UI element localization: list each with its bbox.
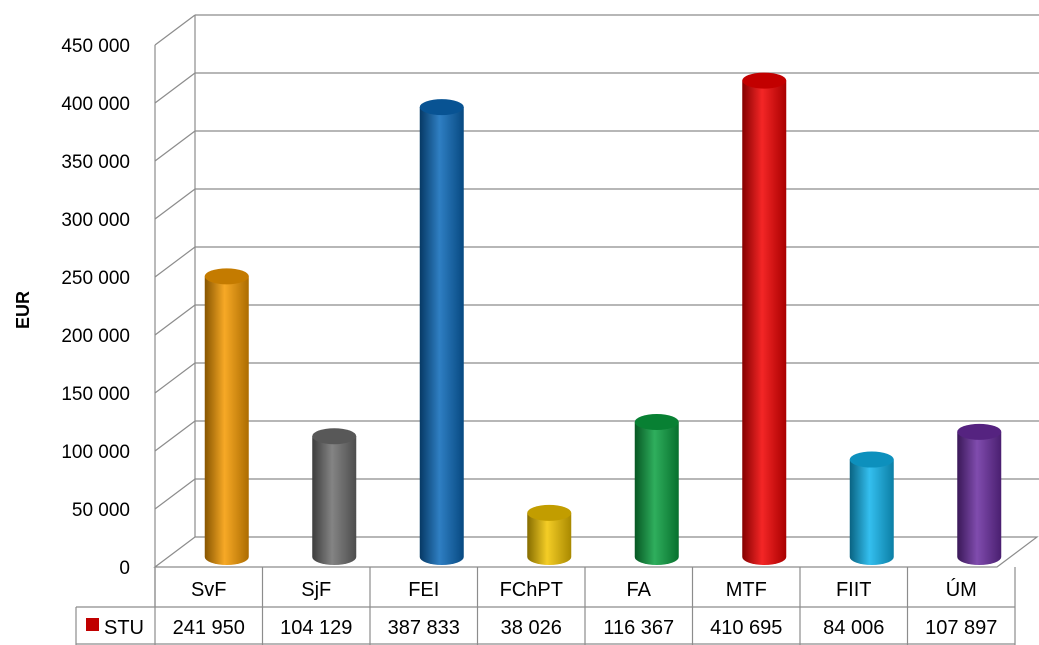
gridline-diagonal xyxy=(154,478,196,510)
y-tick-label: 100 000 xyxy=(61,442,130,463)
gridlines xyxy=(154,14,1039,510)
bar-top xyxy=(527,504,572,521)
gridline-diagonal xyxy=(154,246,196,278)
data-label: 410 695 xyxy=(710,617,782,639)
bar-top xyxy=(204,268,249,285)
gridline-diagonal xyxy=(154,188,196,220)
bars xyxy=(204,72,1002,566)
x-tick-label: FChPT xyxy=(500,579,563,601)
bar-FIIT xyxy=(849,451,894,565)
legend-series-name: STU xyxy=(104,617,144,639)
bar-top xyxy=(634,414,679,431)
data-label: 107 897 xyxy=(925,617,997,639)
legend-key xyxy=(86,618,99,631)
bar-ÚM xyxy=(957,423,1002,565)
y-tick-label: 0 xyxy=(119,558,130,579)
y-tick-label: 450 000 xyxy=(61,36,130,57)
data-label: 241 950 xyxy=(173,617,245,639)
x-tick-label: FEI xyxy=(408,579,439,601)
x-tick-label: ÚM xyxy=(946,578,977,601)
y-tick-label: 200 000 xyxy=(61,326,130,347)
floor xyxy=(153,536,1039,568)
y-axis-label: EUR xyxy=(13,291,33,329)
y-axis: 0 50 000 100 000 150 000 200 000 250 000 300 0… xyxy=(61,36,130,579)
bar-MTF xyxy=(742,72,787,565)
x-tick-label: MTF xyxy=(726,579,767,601)
data-label: 116 367 xyxy=(603,617,674,639)
gridline-diagonal xyxy=(154,72,196,104)
bar-body xyxy=(634,422,679,565)
gridline-diagonal xyxy=(154,362,196,394)
y-tick-label: 150 000 xyxy=(61,384,130,405)
gridline-diagonal xyxy=(154,304,196,336)
x-tick-label: FIIT xyxy=(836,579,872,601)
bar-body xyxy=(204,276,249,565)
bar-FA xyxy=(634,414,679,565)
bar-SvF xyxy=(204,268,249,565)
bar-body xyxy=(742,80,787,565)
data-table: STU SvF 241 950 SjF 104 129 FEI 387 833 FChPT 38… xyxy=(75,567,1016,645)
bar-top xyxy=(419,99,464,116)
gridline-diagonal xyxy=(154,14,196,46)
bar-top xyxy=(742,72,787,89)
gridline-diagonal xyxy=(154,420,196,452)
y-tick-label: 50 000 xyxy=(72,500,130,521)
x-tick-label: SvF xyxy=(191,579,227,601)
bar-top xyxy=(957,423,1002,440)
gridline-diagonal xyxy=(154,130,196,162)
bar-top xyxy=(312,428,357,445)
bar-FEI xyxy=(419,99,464,566)
bar-SjF xyxy=(312,428,357,565)
data-label: 84 006 xyxy=(823,617,884,639)
x-tick-label: FA xyxy=(627,579,652,601)
bar-body xyxy=(527,512,572,565)
y-tick-label: 300 000 xyxy=(61,210,130,231)
data-label: 387 833 xyxy=(388,617,460,639)
y-tick-label: 350 000 xyxy=(61,152,130,173)
bar-body xyxy=(312,436,357,565)
y-tick-label: 250 000 xyxy=(61,268,130,289)
bar-body xyxy=(957,431,1002,565)
chart-walls xyxy=(153,15,1039,568)
x-tick-label: SjF xyxy=(301,579,331,601)
bar-top xyxy=(849,451,894,468)
bar-body xyxy=(849,459,894,565)
data-label: 38 026 xyxy=(501,617,562,639)
data-label: 104 129 xyxy=(280,617,352,639)
bar-body xyxy=(419,107,464,566)
bar-FChPT xyxy=(527,504,572,565)
y-tick-label: 400 000 xyxy=(61,94,130,115)
